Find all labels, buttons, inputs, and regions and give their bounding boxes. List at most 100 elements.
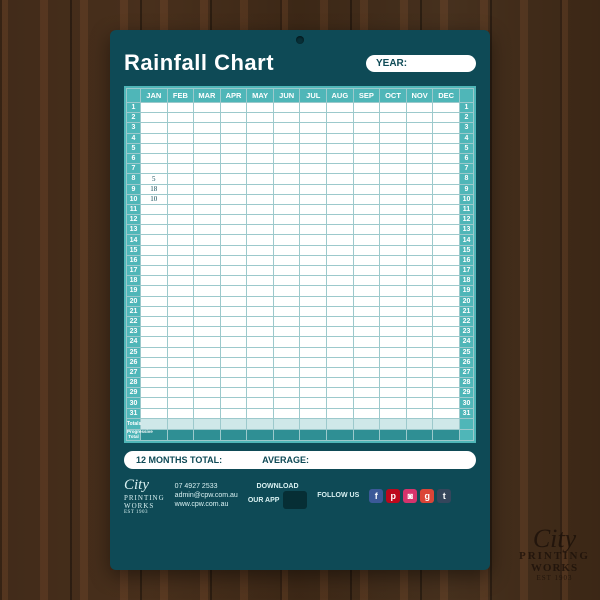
data-cell[interactable] <box>327 266 354 276</box>
data-cell[interactable] <box>380 194 407 204</box>
data-cell[interactable] <box>194 133 221 143</box>
data-cell[interactable] <box>433 306 460 316</box>
data-cell[interactable] <box>353 225 380 235</box>
data-cell[interactable] <box>247 143 274 153</box>
data-cell[interactable] <box>167 245 194 255</box>
data-cell[interactable] <box>167 164 194 174</box>
data-cell[interactable] <box>380 225 407 235</box>
data-cell[interactable] <box>406 174 433 184</box>
data-cell[interactable] <box>433 204 460 214</box>
data-cell[interactable] <box>247 204 274 214</box>
data-cell[interactable] <box>247 133 274 143</box>
data-cell[interactable] <box>353 296 380 306</box>
data-cell[interactable] <box>433 143 460 153</box>
data-cell[interactable] <box>194 215 221 225</box>
data-cell[interactable] <box>273 388 300 398</box>
data-cell[interactable] <box>247 113 274 123</box>
data-cell[interactable] <box>327 286 354 296</box>
data-cell[interactable] <box>380 276 407 286</box>
data-cell[interactable] <box>247 296 274 306</box>
data-cell[interactable] <box>194 103 221 113</box>
data-cell[interactable] <box>167 357 194 367</box>
data-cell[interactable] <box>273 133 300 143</box>
data-cell[interactable] <box>300 367 327 377</box>
data-cell[interactable] <box>300 388 327 398</box>
data-cell[interactable] <box>406 204 433 214</box>
total-cell[interactable] <box>220 418 247 429</box>
data-cell[interactable] <box>141 316 168 326</box>
data-cell[interactable] <box>380 388 407 398</box>
data-cell[interactable] <box>220 174 247 184</box>
data-cell[interactable] <box>167 276 194 286</box>
data-cell[interactable] <box>141 133 168 143</box>
data-cell[interactable] <box>380 215 407 225</box>
data-cell[interactable] <box>194 266 221 276</box>
data-cell[interactable] <box>273 398 300 408</box>
data-cell[interactable] <box>247 357 274 367</box>
data-cell[interactable] <box>433 316 460 326</box>
data-cell[interactable] <box>220 235 247 245</box>
data-cell[interactable] <box>141 255 168 265</box>
data-cell[interactable] <box>300 215 327 225</box>
data-cell[interactable] <box>300 316 327 326</box>
data-cell[interactable] <box>273 164 300 174</box>
data-cell[interactable] <box>194 255 221 265</box>
data-cell[interactable] <box>327 113 354 123</box>
data-cell[interactable] <box>247 164 274 174</box>
data-cell[interactable]: 10 <box>141 194 168 204</box>
data-cell[interactable] <box>327 388 354 398</box>
data-cell[interactable] <box>380 123 407 133</box>
data-cell[interactable] <box>380 296 407 306</box>
data-cell[interactable] <box>220 164 247 174</box>
data-cell[interactable] <box>247 327 274 337</box>
data-cell[interactable] <box>300 164 327 174</box>
data-cell[interactable]: 5 <box>141 174 168 184</box>
data-cell[interactable] <box>300 103 327 113</box>
data-cell[interactable] <box>406 235 433 245</box>
data-cell[interactable] <box>300 286 327 296</box>
data-cell[interactable] <box>167 133 194 143</box>
data-cell[interactable] <box>194 357 221 367</box>
data-cell[interactable] <box>300 255 327 265</box>
progressive-cell[interactable] <box>433 429 460 440</box>
data-cell[interactable] <box>194 398 221 408</box>
data-cell[interactable] <box>167 327 194 337</box>
data-cell[interactable] <box>300 123 327 133</box>
data-cell[interactable] <box>433 357 460 367</box>
data-cell[interactable] <box>141 276 168 286</box>
data-cell[interactable] <box>380 143 407 153</box>
data-cell[interactable] <box>300 378 327 388</box>
data-cell[interactable] <box>300 266 327 276</box>
data-cell[interactable] <box>406 255 433 265</box>
data-cell[interactable] <box>433 296 460 306</box>
data-cell[interactable] <box>353 245 380 255</box>
data-cell[interactable] <box>141 215 168 225</box>
data-cell[interactable] <box>167 306 194 316</box>
data-cell[interactable] <box>300 327 327 337</box>
pinterest-icon[interactable]: p <box>386 489 400 503</box>
data-cell[interactable] <box>247 174 274 184</box>
total-cell[interactable] <box>300 418 327 429</box>
progressive-cell[interactable] <box>300 429 327 440</box>
data-cell[interactable] <box>433 184 460 194</box>
data-cell[interactable] <box>327 327 354 337</box>
data-cell[interactable] <box>220 327 247 337</box>
data-cell[interactable] <box>353 398 380 408</box>
data-cell[interactable] <box>220 215 247 225</box>
data-cell[interactable] <box>300 225 327 235</box>
data-cell[interactable] <box>327 235 354 245</box>
data-cell[interactable] <box>300 296 327 306</box>
year-field[interactable]: YEAR: <box>366 55 476 72</box>
data-cell[interactable] <box>380 357 407 367</box>
data-cell[interactable] <box>353 286 380 296</box>
data-cell[interactable] <box>327 347 354 357</box>
data-cell[interactable] <box>194 306 221 316</box>
data-cell[interactable] <box>167 398 194 408</box>
data-cell[interactable] <box>141 337 168 347</box>
tumblr-icon[interactable]: t <box>437 489 451 503</box>
data-cell[interactable] <box>353 276 380 286</box>
data-cell[interactable] <box>141 143 168 153</box>
data-cell[interactable] <box>220 276 247 286</box>
total-cell[interactable] <box>353 418 380 429</box>
data-cell[interactable] <box>380 153 407 163</box>
